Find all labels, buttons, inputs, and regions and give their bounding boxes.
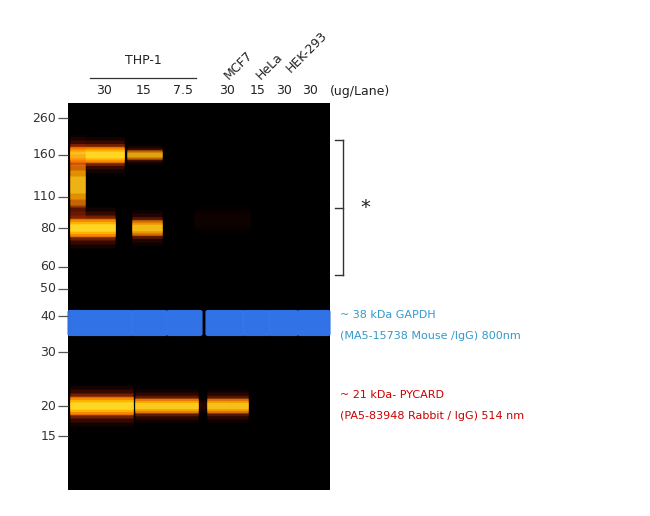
Text: 80: 80 (40, 221, 57, 234)
FancyBboxPatch shape (135, 398, 199, 414)
FancyBboxPatch shape (207, 399, 249, 413)
FancyBboxPatch shape (70, 207, 116, 249)
FancyBboxPatch shape (70, 385, 134, 427)
FancyBboxPatch shape (207, 396, 249, 416)
FancyBboxPatch shape (133, 210, 162, 246)
FancyBboxPatch shape (135, 401, 199, 411)
FancyBboxPatch shape (70, 154, 86, 216)
FancyBboxPatch shape (133, 217, 162, 239)
Text: *: * (360, 199, 370, 218)
Text: (PA5-83948 Rabbit / IgG) 514 nm: (PA5-83948 Rabbit / IgG) 514 nm (340, 411, 524, 421)
FancyBboxPatch shape (207, 311, 243, 335)
FancyBboxPatch shape (133, 220, 162, 235)
FancyBboxPatch shape (127, 151, 162, 159)
FancyBboxPatch shape (207, 398, 249, 414)
FancyBboxPatch shape (299, 311, 329, 335)
Text: (ug/Lane): (ug/Lane) (330, 85, 390, 98)
FancyBboxPatch shape (132, 311, 166, 335)
FancyBboxPatch shape (70, 150, 125, 160)
FancyBboxPatch shape (298, 310, 331, 336)
FancyBboxPatch shape (70, 148, 125, 163)
FancyBboxPatch shape (70, 219, 116, 236)
Text: 30: 30 (40, 346, 57, 359)
Text: 20: 20 (40, 399, 57, 412)
FancyBboxPatch shape (68, 310, 133, 336)
FancyBboxPatch shape (207, 401, 249, 411)
Text: HeLa: HeLa (254, 50, 286, 82)
FancyBboxPatch shape (70, 390, 134, 423)
FancyBboxPatch shape (70, 402, 134, 410)
FancyBboxPatch shape (133, 220, 162, 236)
FancyBboxPatch shape (133, 224, 162, 231)
Text: 260: 260 (32, 111, 57, 124)
FancyBboxPatch shape (127, 149, 162, 162)
FancyBboxPatch shape (168, 311, 201, 335)
Text: 30: 30 (302, 85, 318, 98)
FancyBboxPatch shape (70, 163, 86, 207)
FancyBboxPatch shape (70, 397, 134, 415)
Bar (68, 103, 330, 490)
FancyBboxPatch shape (207, 403, 249, 409)
FancyBboxPatch shape (70, 176, 86, 194)
Text: 7.5: 7.5 (173, 85, 193, 98)
Text: (MA5-15738 Mouse /IgG) 800nm: (MA5-15738 Mouse /IgG) 800nm (340, 331, 521, 341)
FancyBboxPatch shape (127, 152, 162, 158)
Text: 15: 15 (136, 85, 152, 98)
FancyBboxPatch shape (70, 144, 86, 225)
FancyBboxPatch shape (127, 147, 162, 164)
FancyBboxPatch shape (70, 222, 116, 234)
FancyBboxPatch shape (70, 212, 116, 245)
Text: THP-1: THP-1 (125, 54, 161, 67)
FancyBboxPatch shape (205, 310, 244, 336)
Text: HEK-293: HEK-293 (284, 29, 330, 75)
Text: 30: 30 (96, 85, 112, 98)
FancyBboxPatch shape (70, 219, 116, 237)
FancyBboxPatch shape (133, 214, 162, 243)
Text: 15: 15 (250, 85, 266, 98)
Text: ~ 38 kDa GAPDH: ~ 38 kDa GAPDH (340, 310, 436, 320)
FancyBboxPatch shape (70, 311, 129, 335)
FancyBboxPatch shape (270, 311, 297, 335)
Text: 50: 50 (40, 282, 57, 296)
FancyBboxPatch shape (207, 393, 249, 420)
FancyBboxPatch shape (242, 310, 270, 336)
FancyBboxPatch shape (135, 403, 199, 409)
Text: MCF7: MCF7 (222, 49, 255, 82)
FancyBboxPatch shape (200, 400, 227, 412)
FancyBboxPatch shape (135, 389, 199, 423)
FancyBboxPatch shape (70, 137, 125, 173)
FancyBboxPatch shape (70, 394, 134, 418)
FancyBboxPatch shape (166, 310, 203, 336)
FancyBboxPatch shape (135, 396, 199, 416)
FancyBboxPatch shape (70, 216, 116, 240)
Text: 30: 30 (276, 85, 292, 98)
FancyBboxPatch shape (70, 170, 86, 200)
FancyBboxPatch shape (70, 224, 116, 232)
Text: 60: 60 (40, 261, 57, 273)
FancyBboxPatch shape (70, 400, 134, 412)
FancyBboxPatch shape (70, 140, 125, 170)
Text: 110: 110 (32, 190, 57, 203)
FancyBboxPatch shape (70, 397, 134, 414)
FancyBboxPatch shape (244, 311, 270, 335)
FancyBboxPatch shape (70, 147, 125, 163)
Text: 160: 160 (32, 149, 57, 162)
FancyBboxPatch shape (268, 310, 298, 336)
FancyBboxPatch shape (127, 153, 162, 157)
FancyBboxPatch shape (127, 150, 162, 160)
FancyBboxPatch shape (135, 399, 199, 413)
FancyBboxPatch shape (70, 144, 125, 166)
FancyBboxPatch shape (131, 310, 168, 336)
FancyBboxPatch shape (135, 393, 199, 420)
FancyBboxPatch shape (207, 389, 249, 423)
FancyBboxPatch shape (70, 152, 125, 158)
Text: ~ 21 kDa- PYCARD: ~ 21 kDa- PYCARD (340, 390, 444, 400)
FancyBboxPatch shape (70, 165, 86, 205)
FancyBboxPatch shape (133, 222, 162, 233)
Text: 30: 30 (219, 85, 235, 98)
Text: 40: 40 (40, 310, 57, 322)
Text: 15: 15 (40, 429, 57, 443)
FancyBboxPatch shape (200, 402, 227, 410)
